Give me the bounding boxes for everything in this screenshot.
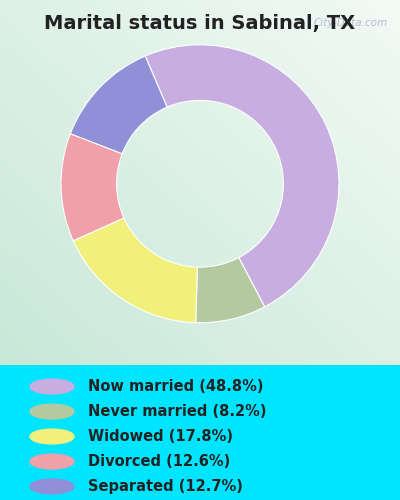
Circle shape bbox=[30, 404, 74, 419]
Wedge shape bbox=[145, 45, 339, 307]
Wedge shape bbox=[70, 56, 167, 154]
Text: City-Data.com: City-Data.com bbox=[314, 18, 388, 28]
Circle shape bbox=[30, 429, 74, 444]
Circle shape bbox=[30, 479, 74, 494]
Text: Marital status in Sabinal, TX: Marital status in Sabinal, TX bbox=[44, 14, 356, 33]
Circle shape bbox=[30, 379, 74, 394]
Text: Never married (8.2%): Never married (8.2%) bbox=[88, 404, 266, 419]
Wedge shape bbox=[73, 218, 198, 322]
Text: Widowed (17.8%): Widowed (17.8%) bbox=[88, 429, 233, 444]
Text: Now married (48.8%): Now married (48.8%) bbox=[88, 379, 264, 394]
Circle shape bbox=[30, 454, 74, 469]
Text: Divorced (12.6%): Divorced (12.6%) bbox=[88, 454, 230, 469]
Wedge shape bbox=[196, 258, 265, 323]
Wedge shape bbox=[61, 134, 124, 240]
Text: Separated (12.7%): Separated (12.7%) bbox=[88, 479, 243, 494]
